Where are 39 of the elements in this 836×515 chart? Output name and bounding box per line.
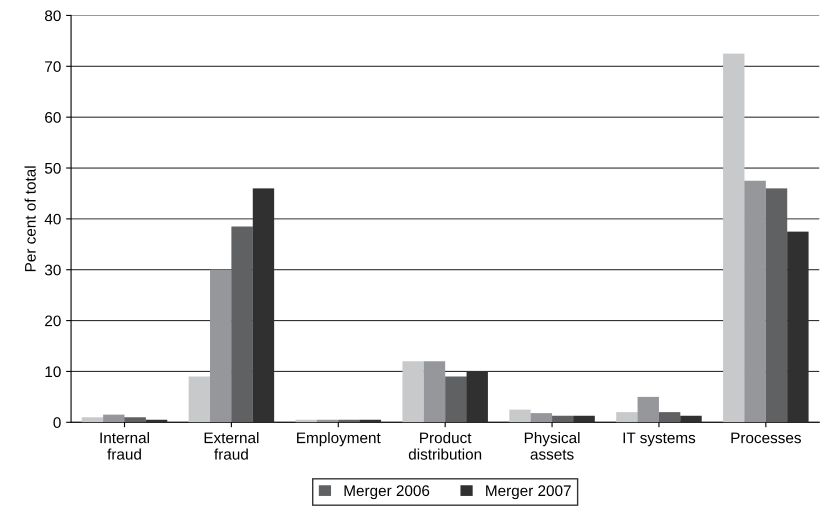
bar <box>188 376 210 422</box>
bar <box>103 414 125 422</box>
x-tick-label: Physical assets <box>524 432 580 460</box>
bar <box>616 412 638 422</box>
legend-label: Merger 2007 <box>486 485 571 500</box>
bar <box>573 416 595 422</box>
y-axis-title: Per cent of total <box>24 166 36 272</box>
bar <box>509 410 531 422</box>
bar <box>445 376 467 422</box>
x-tick-label: Employment <box>297 432 381 446</box>
y-tick-label: 70 <box>45 61 61 72</box>
x-tick-label: External fraud <box>204 432 258 460</box>
bar <box>744 180 766 422</box>
x-tick-label: Product distribution <box>408 432 482 460</box>
bar <box>723 54 744 422</box>
bar <box>638 396 659 422</box>
bar <box>82 417 104 422</box>
y-tick-label: 60 <box>45 112 61 123</box>
bar <box>424 361 446 422</box>
y-tick-label: 10 <box>46 366 61 378</box>
y-tick-label: 80 <box>45 10 61 22</box>
bar <box>124 417 146 422</box>
x-tick-label: Processes <box>731 432 801 444</box>
y-tick-label: 40 <box>44 214 61 225</box>
bar <box>402 361 424 422</box>
x-tick-label: IT systems <box>624 432 696 446</box>
y-tick-label: 0 <box>53 417 61 428</box>
y-tick-label: 20 <box>45 315 61 326</box>
bar <box>680 416 702 422</box>
legend-label: Merger 2006 <box>344 485 430 500</box>
y-tick-label: 50 <box>44 162 61 174</box>
bar <box>552 416 574 422</box>
bar <box>658 412 680 422</box>
bar <box>766 188 788 422</box>
bar <box>231 226 253 422</box>
bar <box>530 413 552 422</box>
y-tick-label: 30 <box>44 264 61 276</box>
bar <box>210 270 232 422</box>
x-tick-label: Internal fraud <box>100 432 149 460</box>
